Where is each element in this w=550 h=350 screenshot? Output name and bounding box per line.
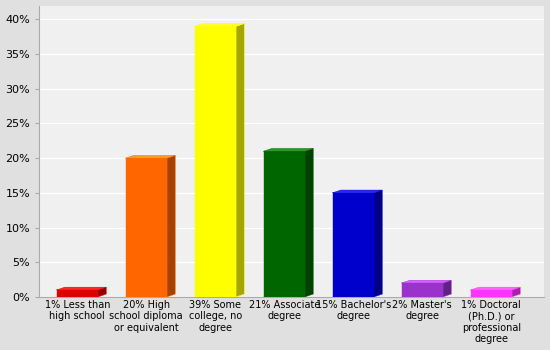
Polygon shape: [195, 26, 236, 297]
Polygon shape: [471, 287, 520, 290]
Polygon shape: [471, 290, 512, 297]
Polygon shape: [236, 23, 244, 297]
Polygon shape: [374, 190, 382, 297]
Polygon shape: [263, 151, 305, 297]
Polygon shape: [57, 290, 98, 297]
Polygon shape: [195, 23, 244, 26]
Polygon shape: [402, 280, 452, 283]
Polygon shape: [333, 193, 374, 297]
Polygon shape: [402, 283, 443, 297]
Polygon shape: [125, 158, 167, 297]
Polygon shape: [333, 190, 382, 193]
Polygon shape: [305, 148, 313, 297]
Polygon shape: [512, 287, 520, 297]
Polygon shape: [98, 287, 106, 297]
Polygon shape: [125, 155, 175, 158]
Polygon shape: [263, 148, 314, 151]
Polygon shape: [57, 287, 106, 290]
Polygon shape: [443, 280, 452, 297]
Polygon shape: [167, 155, 175, 297]
